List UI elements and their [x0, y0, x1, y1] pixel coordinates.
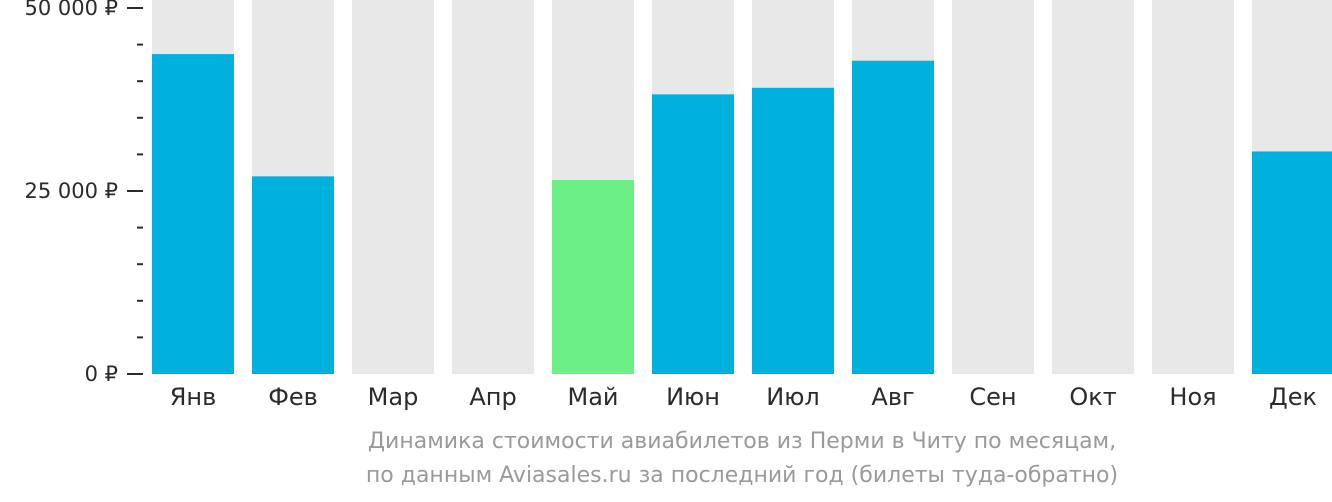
bar-background: [952, 0, 1034, 374]
x-tick-label: Май: [567, 383, 618, 411]
bar-1[interactable]: [152, 54, 234, 375]
bar-6[interactable]: [652, 94, 734, 374]
x-tick-label: Мар: [368, 383, 419, 411]
bar-background: [352, 0, 434, 374]
x-tick-label: Июл: [766, 383, 820, 411]
price-bar-chart: 0 ₽ 25 000 ₽ 50 000 ₽ Янв Фев Мар Апр Май Июн Ию…: [24, 0, 1332, 411]
bar-5[interactable]: [552, 180, 634, 374]
bar-background: [1152, 0, 1234, 374]
bar-background: [452, 0, 534, 374]
bar-8[interactable]: [852, 60, 934, 374]
x-tick-label: Дек: [1269, 383, 1317, 411]
bar-2[interactable]: [252, 176, 334, 374]
y-tick-label: 25 000 ₽: [24, 179, 118, 203]
bar-background: [1052, 0, 1134, 374]
x-tick-label: Апр: [469, 383, 516, 411]
x-tick-label: Июн: [666, 383, 720, 411]
x-tick-label: Окт: [1069, 383, 1116, 411]
x-tick-label: Сен: [969, 383, 1016, 411]
bars: [152, 0, 1332, 375]
y-tick-label: 0 ₽: [85, 362, 118, 386]
x-tick-label: Ноя: [1169, 383, 1216, 411]
y-tick-label: 50 000 ₽: [24, 0, 118, 20]
x-tick-label: Фев: [268, 383, 318, 411]
bar-12[interactable]: [1252, 151, 1332, 374]
x-tick-label: Янв: [170, 383, 217, 411]
x-axis: Янв Фев Мар Апр Май Июн Июл Авг Сен Окт Ноя Дек: [170, 383, 1317, 411]
y-axis: 0 ₽ 25 000 ₽ 50 000 ₽: [24, 0, 143, 386]
x-tick-label: Авг: [871, 383, 914, 411]
bar-7[interactable]: [752, 87, 834, 375]
chart-caption-line-1: Динамика стоимости авиабилетов из Перми …: [367, 429, 1117, 454]
chart-caption-line-2: по данным Aviasales.ru за последний год …: [365, 463, 1119, 488]
